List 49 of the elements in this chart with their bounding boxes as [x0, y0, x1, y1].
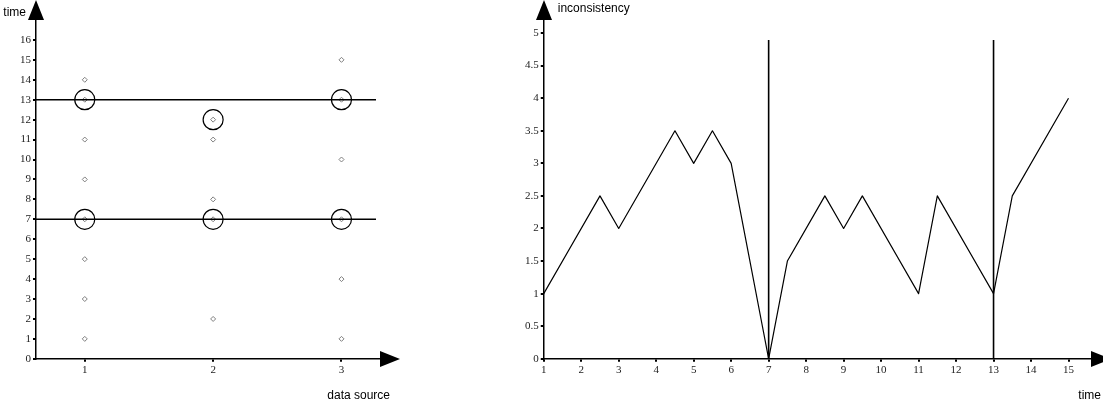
y-axis-title: time	[3, 5, 27, 19]
y-tick-label: 3	[533, 156, 540, 169]
y-tick-label: 1.5	[525, 253, 540, 266]
x-tick-label: 10	[875, 363, 888, 376]
y-tick-label: 3.5	[525, 123, 540, 136]
y-tick-label: 14	[20, 72, 32, 85]
y-tick-label: 13	[20, 92, 32, 105]
x-tick-label: 4	[653, 363, 660, 376]
x-tick-label: 7	[765, 363, 772, 376]
y-tick-label: 2	[533, 221, 539, 234]
x-tick-label: 11	[913, 363, 924, 376]
y-tick-label: 8	[25, 192, 32, 205]
x-tick-label: 12	[950, 363, 962, 376]
y-tick-label: 15	[20, 52, 32, 65]
x-axis-title: data source	[327, 387, 391, 402]
y-tick-label: 12	[20, 112, 31, 125]
y-tick-label: 16	[20, 32, 32, 45]
y-axis-title: inconsistency	[557, 1, 630, 15]
x-tick-label: 2	[578, 363, 584, 376]
y-tick-label: 9	[25, 172, 32, 185]
x-tick-label: 9	[840, 363, 847, 376]
x-tick-label: 15	[1063, 363, 1075, 376]
y-tick-label: 4	[25, 271, 32, 284]
y-tick-label: 2.5	[525, 188, 540, 201]
y-tick-label: 0	[25, 351, 32, 364]
x-tick-label: 3	[338, 363, 345, 376]
y-tick-label: 1	[533, 286, 539, 299]
y-tick-label: 4.5	[525, 58, 540, 71]
x-tick-label: 5	[690, 363, 697, 376]
x-tick-label: 13	[988, 363, 1000, 376]
x-axis-title: time	[1078, 387, 1102, 402]
x-tick-label: 6	[728, 363, 735, 376]
y-tick-label: 5	[533, 25, 540, 38]
x-tick-label: 14	[1025, 363, 1038, 376]
y-tick-label: 3	[25, 291, 32, 304]
y-tick-label: 5	[25, 252, 32, 265]
y-tick-label: 6	[25, 232, 32, 245]
x-tick-label: 1	[82, 363, 88, 376]
y-tick-label: 11	[20, 132, 31, 145]
y-tick-label: 2	[25, 311, 31, 324]
y-tick-label: 4	[533, 91, 540, 104]
x-tick-label: 3	[615, 363, 622, 376]
y-tick-label: 0.5	[525, 319, 540, 332]
y-tick-label: 7	[25, 212, 32, 225]
x-tick-label: 8	[803, 363, 810, 376]
y-tick-label: 10	[20, 152, 32, 165]
x-tick-label: 2	[210, 363, 216, 376]
y-tick-label: 1	[25, 331, 31, 344]
y-tick-label: 0	[533, 351, 540, 364]
